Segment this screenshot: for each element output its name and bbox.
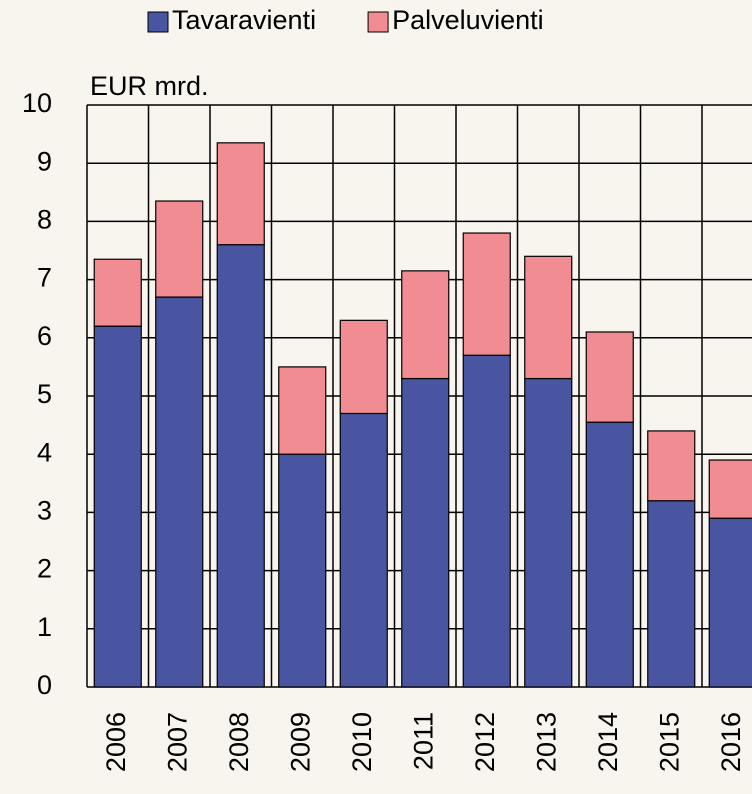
bar-segment — [93, 258, 142, 327]
x-tick-label: 2012 — [470, 712, 500, 772]
bar-segment — [462, 354, 511, 688]
y-tick-label: 8 — [37, 205, 52, 235]
bar-segment — [278, 366, 327, 455]
bar-segment — [216, 142, 265, 246]
x-tick-label: 2014 — [593, 712, 623, 772]
x-tick-label: 2007 — [162, 712, 192, 772]
y-tick-label: 2 — [37, 554, 52, 584]
bar-segment — [155, 296, 204, 688]
bar-segment — [93, 325, 142, 688]
legend-label: Tavaravienti — [172, 5, 316, 35]
bar-segment — [339, 319, 388, 415]
bar-segment — [155, 200, 204, 298]
x-tick-label: 2011 — [408, 712, 438, 770]
x-tick-label: 2016 — [716, 712, 746, 772]
bar-segment — [524, 255, 573, 380]
x-tick-label: 2013 — [531, 712, 561, 772]
bar-segment — [585, 331, 634, 423]
legend-label: Palveluvienti — [392, 5, 544, 35]
legend-swatch — [147, 11, 169, 33]
x-tick-label: 2009 — [285, 712, 315, 772]
x-tick-label: 2008 — [224, 712, 254, 772]
bar-segment — [708, 517, 752, 688]
y-tick-label: 3 — [37, 496, 52, 526]
y-tick-label: 6 — [37, 321, 52, 351]
bar-segment — [401, 270, 450, 380]
bar-segment — [647, 430, 696, 502]
y-tick-label: 10 — [22, 88, 52, 118]
bar-segment — [708, 459, 752, 519]
bar-segment — [278, 453, 327, 688]
bar-segment — [216, 244, 265, 688]
bar-segment — [339, 412, 388, 688]
y-tick-label: 5 — [37, 379, 52, 409]
y-tick-label: 0 — [37, 670, 52, 700]
y-tick-label: 9 — [37, 146, 52, 176]
bar-segment — [585, 421, 634, 688]
x-tick-label: 2015 — [654, 712, 684, 772]
bar-segment — [462, 232, 511, 356]
bar-segment — [647, 500, 696, 688]
bar-segment — [401, 377, 450, 688]
bar-segment — [524, 377, 573, 688]
y-tick-label: 7 — [37, 263, 52, 293]
x-tick-label: 2006 — [101, 712, 131, 772]
y-tick-label: 1 — [37, 612, 52, 642]
x-tick-label: 2010 — [347, 712, 377, 772]
y-axis-label: EUR mrd. — [90, 71, 209, 101]
legend-swatch — [367, 11, 389, 33]
y-tick-label: 4 — [37, 437, 52, 467]
